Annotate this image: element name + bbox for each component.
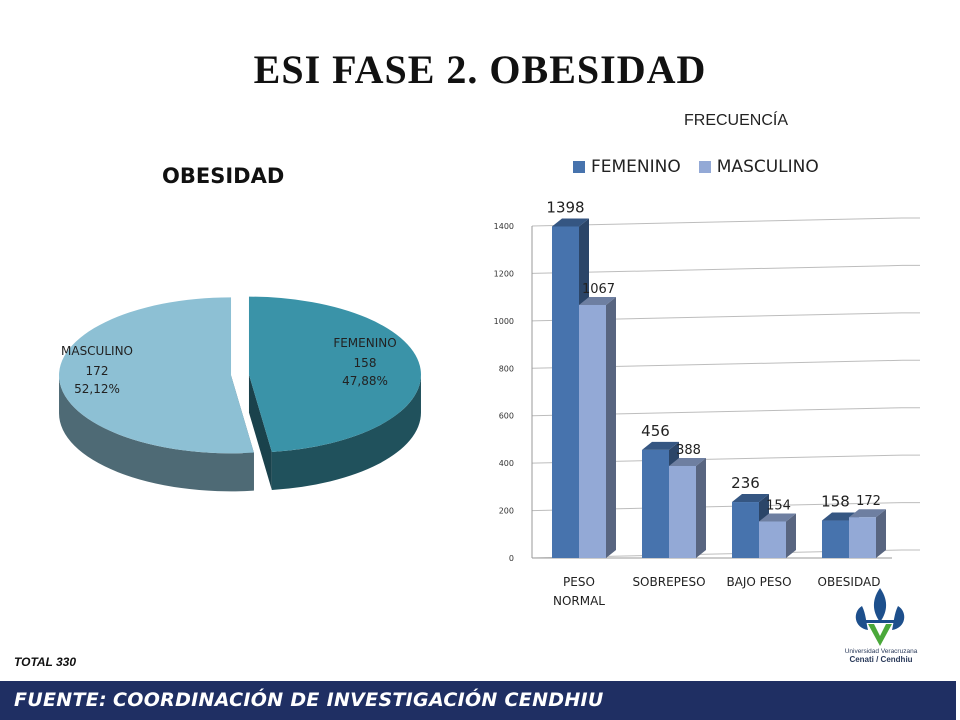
x-tick-label-0-0: PESO [563,575,595,589]
pie-slice-masculino [59,297,254,454]
x-tick-label-2-0: BAJO PESO [726,575,791,589]
logo-text: Universidad Veracruzana Cenati / Cendhiu [836,648,926,664]
legend-item-masculino: MASCULINO [698,157,819,177]
bar-face-peso-normal-masculino [579,304,606,558]
pie-chart-title: OBESIDAD [162,164,285,188]
bar-face-sobrepeso-femenino [642,449,669,558]
bar-chart: 0 200 400 600 800 1000 1200 1400 1398 1067 PESO NOR… [494,198,920,608]
legend-swatch-femenino [573,161,585,173]
bar-top-bajo-peso-femenino [732,494,769,503]
y-tick-label-7: 1400 [494,222,514,231]
pie-chart: FEMENINO 158 47,88% MASCULINO 172 52,12% [59,296,421,492]
legend-item-femenino: FEMENINO [573,157,681,177]
y-tick-label-4: 800 [499,364,514,373]
bar-sobrepeso-masculino [669,457,706,558]
legend-swatch-masculino [698,161,711,173]
bar-top-bajo-peso-masculino [759,513,796,522]
pie-slice-femenino [248,296,421,452]
data-label-bajo-peso-masculino: 154 [766,498,791,513]
pie-label-value-femenino: 158 [354,356,377,370]
y-tick-label-6: 1200 [494,269,514,278]
pie-label-percent-masculino: 52,12% [74,382,120,396]
pie-cut-wall-femenino-1 [248,374,272,490]
data-label-peso-normal-femenino: 1398 [546,198,584,216]
bar-top-obesidad-masculino [849,509,886,518]
footer-source-text: COORDINACIÓN DE INVESTIGACIÓN CENDHIU [113,689,604,711]
logo-department-name: Cenati / Cendhiu [849,655,913,664]
y-tick-label-5: 1000 [494,317,514,326]
bar-top-sobrepeso-femenino [642,441,679,450]
x-tick-label-0-1: NORMAL [553,594,605,608]
y-tick-label-0: 0 [509,554,514,563]
data-label-sobrepeso-masculino: 388 [676,443,701,458]
pie-label-name-masculino: MASCULINO [61,344,133,358]
data-label-peso-normal-masculino: 1067 [582,282,615,297]
bar-face-obesidad-femenino [822,520,849,558]
bar-side-peso-normal-masculino [606,296,616,558]
data-label-obesidad-masculino: 172 [856,494,881,509]
logo-university-name: Universidad Veracruzana [844,648,918,655]
bar-face-peso-normal-femenino [552,226,579,558]
pie-side-femenino [271,374,421,490]
pie-label-name-femenino: FEMENINO [333,336,396,350]
y-tick-label-1: 200 [499,507,514,516]
bar-face-obesidad-masculino [849,517,876,558]
data-label-obesidad-femenino: 158 [821,493,850,511]
bar-peso-normal-masculino [579,296,616,558]
footer-source-label: FUENTE: [14,689,107,711]
bar-face-bajo-peso-masculino [759,521,786,558]
y-tick-label-3: 600 [499,412,514,421]
x-tick-label-1-0: SOBREPESO [632,575,705,589]
data-label-sobrepeso-femenino: 456 [641,422,670,440]
bar-obesidad-masculino [849,509,886,558]
bar-face-sobrepeso-masculino [669,465,696,558]
bar-top-peso-normal-femenino [552,218,589,227]
bar-top-peso-normal-masculino [579,296,616,305]
bar-bajo-peso-masculino [759,513,796,558]
bar-side-sobrepeso-masculino [696,457,706,558]
grid-diag-7 [531,217,903,227]
bar-face-bajo-peso-femenino [732,502,759,558]
pie-label-femenino: FEMENINO 158 47,88% [333,336,396,388]
y-tick-label-2: 400 [499,459,514,468]
bar-side-bajo-peso-masculino [786,513,796,558]
page-title: ESI FASE 2. OBESIDAD [253,47,707,92]
footer-bar: FUENTE: COORDINACIÓN DE INVESTIGACIÓN CE… [0,681,956,720]
x-tick-label-3-0: OBESIDAD [818,575,881,589]
bar-chart-legend: FEMENINO MASCULINO [573,157,837,177]
legend-label-masculino: MASCULINO [716,157,819,177]
legend-label-femenino: FEMENINO [591,157,681,177]
bar-side-obesidad-masculino [876,509,886,558]
data-label-bajo-peso-femenino: 236 [731,474,760,492]
pie-label-percent-femenino: 47,88% [342,374,388,388]
grid-diag-6 [531,264,903,274]
pie-label-value-masculino: 172 [86,364,109,378]
total-label: TOTAL 330 [14,655,77,669]
bar-chart-title: FRECUENCÍA [684,112,789,129]
pie-side-masculino [59,375,254,492]
bar-top-sobrepeso-masculino [669,457,706,466]
pie-label-masculino: MASCULINO 172 52,12% [61,344,133,396]
university-logo [855,588,905,646]
